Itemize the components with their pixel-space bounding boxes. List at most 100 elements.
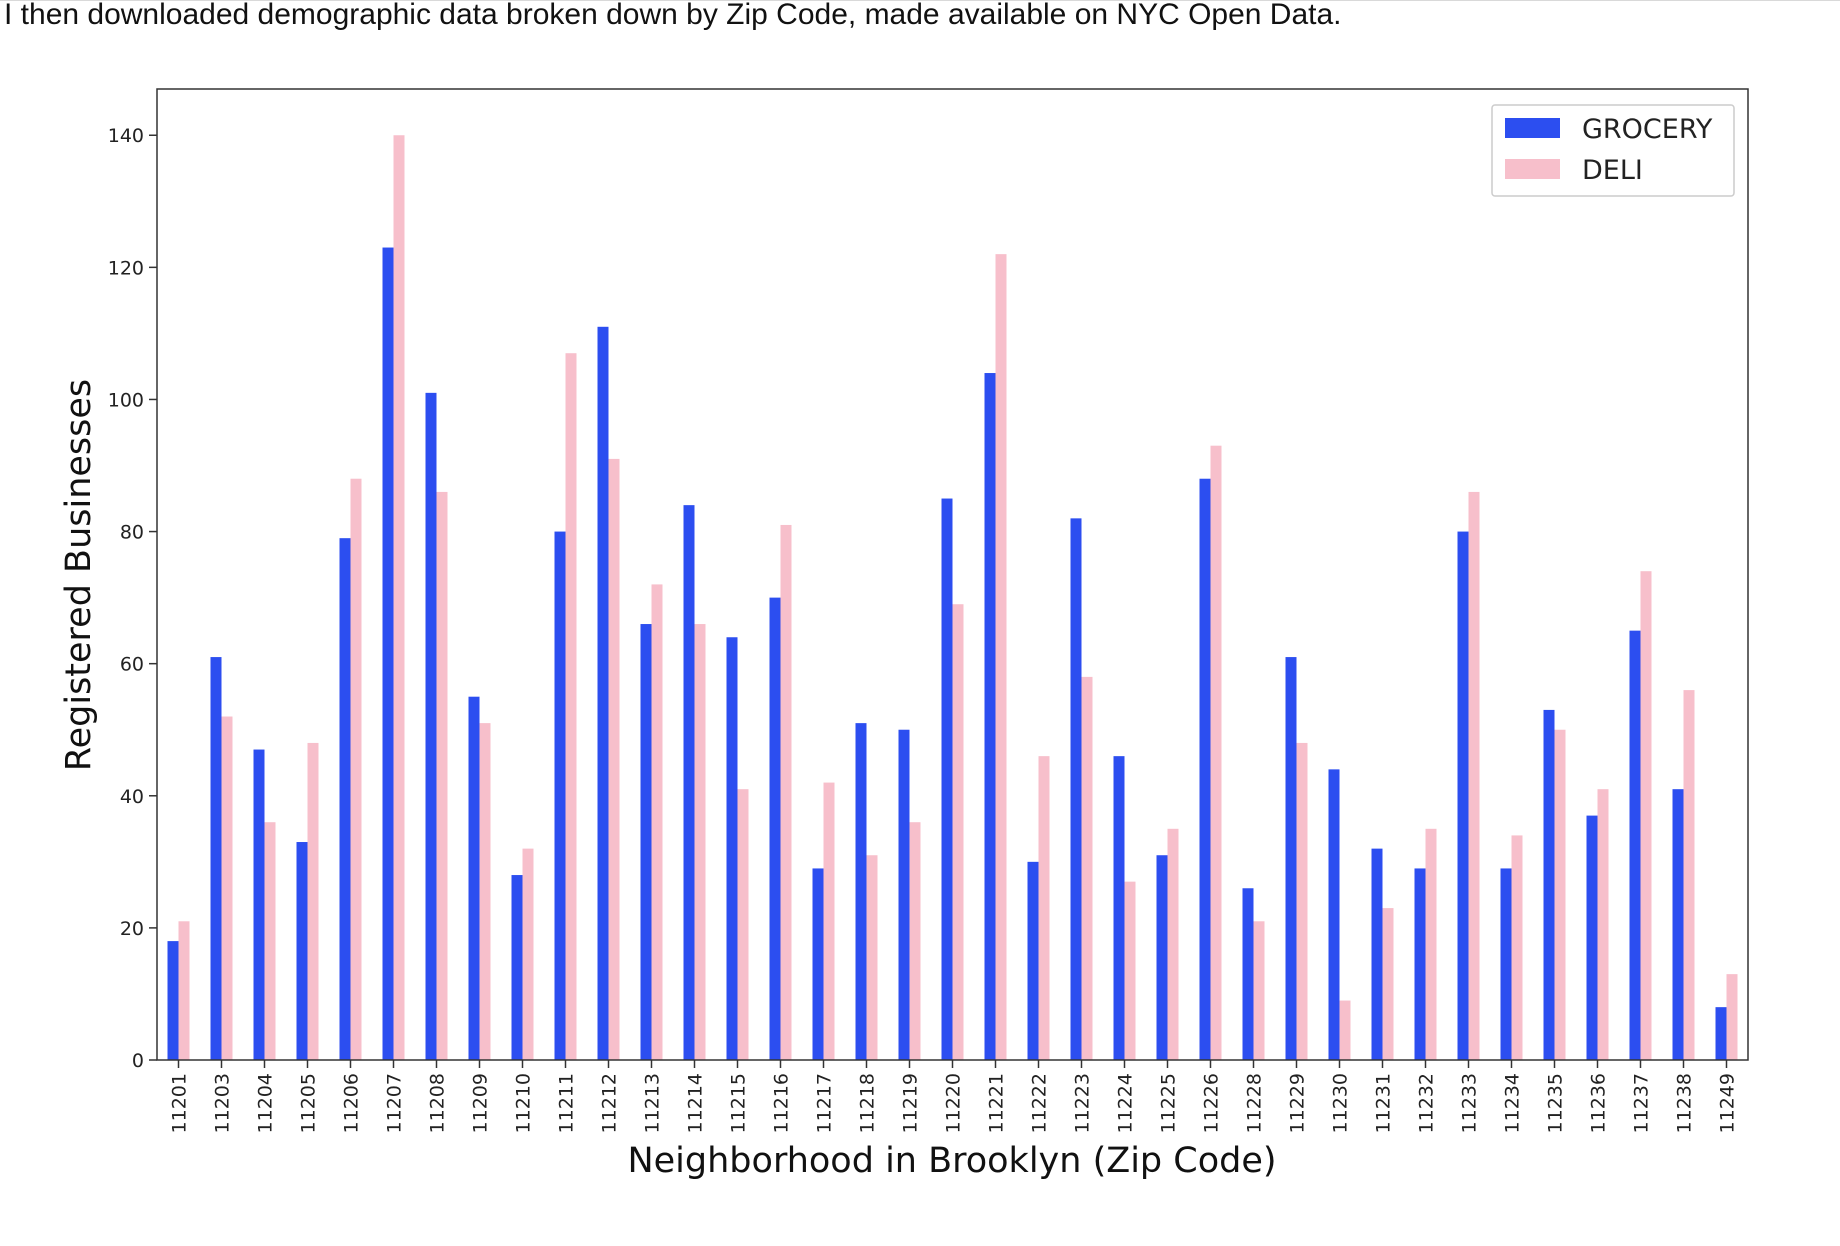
bar-deli-11209 [479,723,491,1060]
bar-deli-11205 [307,742,319,1060]
bar-grocery-11207 [382,247,394,1060]
x-tick-label-11231: 11231 [1373,1073,1395,1133]
bar-deli-11222 [1038,756,1050,1060]
bar-grocery-11228 [1242,888,1254,1060]
x-tick-label-11237: 11237 [1631,1073,1653,1133]
x-tick-label-11232: 11232 [1416,1073,1438,1133]
legend-label-deli: DELI [1582,155,1643,186]
x-tick-label-11211: 11211 [556,1073,578,1133]
bar-deli-11229 [1296,742,1308,1060]
bar-grocery-11226 [1199,478,1211,1061]
bar-deli-11221 [995,254,1007,1060]
bar-deli-11204 [264,822,276,1060]
bar-deli-11224 [1124,881,1136,1060]
bar-deli-11220 [952,604,964,1060]
bar-deli-11215 [737,789,749,1060]
x-axis-title: Neighborhood in Brooklyn (Zip Code) [627,1141,1276,1181]
bar-deli-11219 [909,822,921,1060]
x-tick-label-11213: 11213 [642,1073,664,1133]
x-tick-label-11216: 11216 [771,1073,793,1133]
bar-deli-11206 [350,478,362,1061]
bar-deli-11211 [565,353,577,1061]
x-tick-label-11226: 11226 [1201,1073,1223,1133]
bar-deli-11234 [1511,835,1523,1060]
bar-grocery-11208 [425,392,437,1060]
bar-grocery-11212 [597,326,609,1061]
bar-deli-11230 [1339,1000,1351,1060]
bar-deli-11203 [221,716,233,1060]
x-tick-label-11220: 11220 [943,1073,965,1133]
bar-grocery-11235 [1543,709,1555,1060]
bar-grocery-11231 [1371,848,1383,1060]
x-tick-label-11218: 11218 [857,1073,879,1133]
y-tick-label-0: 0 [132,1050,144,1072]
bar-deli-11208 [436,491,448,1060]
bar-grocery-11232 [1414,868,1426,1060]
bar-deli-11207 [393,135,405,1060]
x-tick-label-11219: 11219 [900,1073,922,1133]
bar-grocery-11224 [1113,756,1125,1060]
bar-grocery-11204 [253,749,265,1060]
y-tick-label-60: 60 [120,654,144,676]
bar-deli-11210 [522,848,534,1060]
bar-grocery-11230 [1328,769,1340,1060]
bar-grocery-11225 [1156,855,1168,1060]
x-tick-label-11225: 11225 [1158,1073,1180,1133]
bar-grocery-11218 [855,723,867,1060]
bars-group [167,135,1738,1061]
bar-deli-11201 [178,921,190,1060]
bar-grocery-11238 [1672,789,1684,1060]
bar-deli-11216 [780,524,792,1060]
x-tick-label-11207: 11207 [384,1073,406,1133]
x-tick-label-11224: 11224 [1115,1073,1137,1133]
bar-grocery-11220 [941,498,953,1060]
y-tick-label-120: 120 [108,257,144,279]
bar-grocery-11217 [812,868,824,1060]
bar-deli-11235 [1554,729,1566,1060]
x-tick-label-11230: 11230 [1330,1073,1352,1133]
x-tick-label-11214: 11214 [685,1073,707,1133]
bar-deli-11213 [651,584,663,1060]
x-tick-label-11217: 11217 [814,1073,836,1133]
x-tick-label-11223: 11223 [1072,1073,1094,1133]
bar-deli-11238 [1683,690,1695,1060]
bar-deli-11214 [694,624,706,1060]
bar-grocery-11209 [468,696,480,1060]
x-tick-label-11203: 11203 [212,1073,234,1133]
intro-paragraph: I then downloaded demographic data broke… [4,0,1342,31]
x-tick-label-11229: 11229 [1287,1073,1309,1133]
bar-grocery-11206 [339,538,351,1060]
legend-swatch-deli [1505,159,1560,179]
x-tick-label-11235: 11235 [1545,1073,1567,1133]
bar-grocery-11210 [511,875,523,1060]
x-tick-label-11234: 11234 [1502,1073,1524,1133]
legend: GROCERY DELI [1491,104,1735,197]
bar-grocery-11249 [1715,1007,1727,1060]
bar-grocery-11215 [726,637,738,1060]
bar-grocery-11223 [1070,518,1082,1060]
y-tick-label-100: 100 [108,389,144,411]
x-tick-label-11238: 11238 [1674,1073,1696,1133]
x-tick-label-11209: 11209 [470,1073,492,1133]
bar-deli-11233 [1468,491,1480,1060]
x-tick-label-11236: 11236 [1588,1073,1610,1133]
bar-deli-11226 [1210,445,1222,1061]
x-tick-label-11228: 11228 [1244,1073,1266,1133]
bar-grocery-11234 [1500,868,1512,1060]
y-tick-label-40: 40 [120,786,144,808]
bar-deli-11212 [608,458,620,1060]
bar-deli-11228 [1253,921,1265,1060]
bar-deli-11249 [1726,974,1738,1060]
legend-label-grocery: GROCERY [1582,114,1713,145]
legend-swatch-grocery [1505,118,1560,138]
bar-deli-11237 [1640,571,1652,1060]
bar-deli-11236 [1597,789,1609,1060]
x-tick-label-11221: 11221 [986,1073,1008,1133]
x-tick-label-11201: 11201 [169,1073,191,1133]
x-tick-label-11215: 11215 [728,1073,750,1133]
bar-grocery-11211 [554,531,566,1060]
x-tick-label-11249: 11249 [1717,1073,1739,1133]
y-axis-title: Registered Businesses [59,379,99,771]
top-divider [0,0,1840,1]
